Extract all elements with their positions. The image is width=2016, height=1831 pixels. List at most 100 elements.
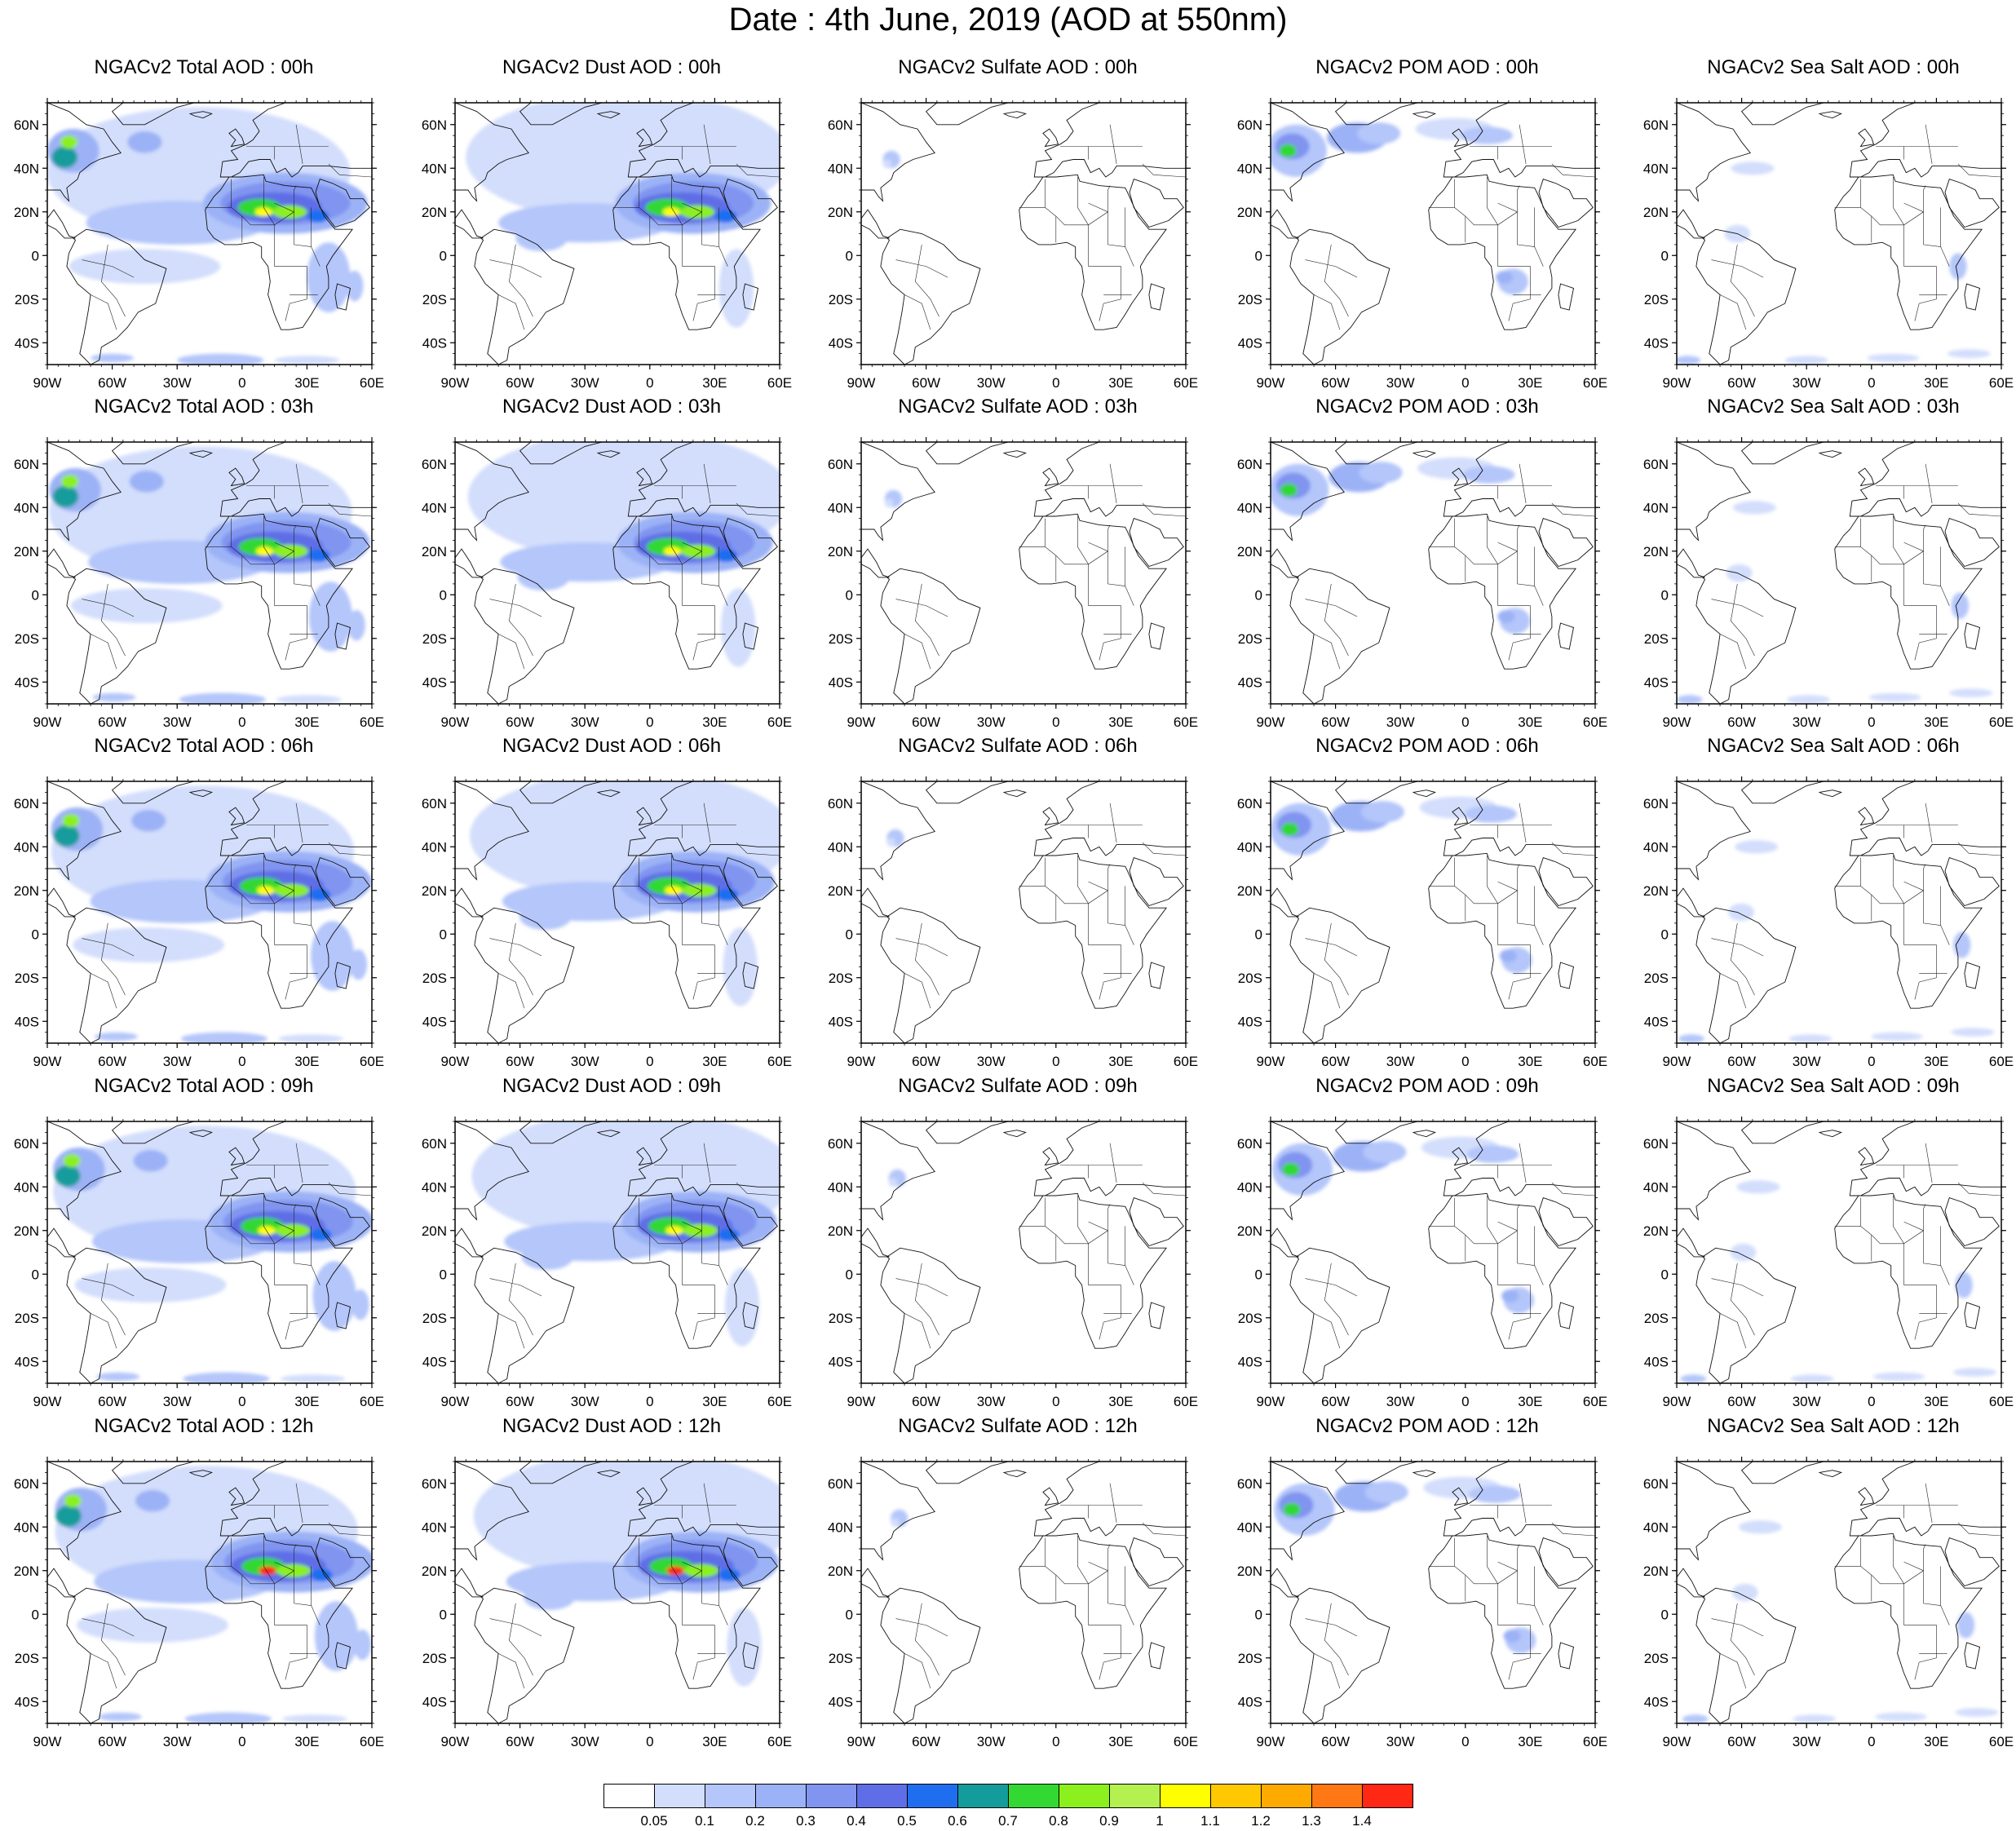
lon-tick-label: 0 [1461,1394,1469,1409]
coastline [1452,1487,1469,1506]
aod-plume [180,1032,268,1043]
aod-plume [280,1374,346,1383]
country-border [1019,1204,1111,1245]
aod-plume [1677,356,1701,365]
coastline [1818,111,1842,119]
map-panel-total-0: NGACv2 Total AOD : 00h 60N 40N 20N 0 20S 40S 90… [0,56,408,402]
colorbar-label: 1.1 [1200,1813,1220,1829]
country-border [718,546,728,606]
coastline [1271,548,1299,578]
aod-field [455,103,780,365]
aod-plume [307,210,329,223]
panel-title: NGACv2 Sulfate AOD : 06h [898,735,1138,757]
lat-tick-label: 0 [846,1267,853,1282]
lat-tick-label: 40S [15,335,39,351]
lon-tick-label: 30W [1793,714,1821,730]
coastline [1412,1470,1436,1478]
coastline [519,1121,603,1144]
lat-tick-label: 20N [1643,205,1669,220]
aod-map: 60N 40N 20N 0 20S 40S 90W 60W 30W 0 30E 60E [1237,1117,1607,1409]
lon-tick-label: 60W [506,714,534,730]
country-border [295,1143,303,1183]
lon-tick-label: 60E [360,375,384,391]
coastline [66,1247,167,1383]
coastline [627,442,780,517]
lon-tick-label: 30E [1924,375,1948,391]
coastline [1677,1121,1751,1221]
aod-plume [1677,695,1703,704]
country-border [904,634,931,670]
aod-plume [54,1165,81,1187]
aod-map: 60N 40N 20N 0 20S 40S 90W 60W 30W 0 30E 60E [1237,98,1607,391]
aod-plume [888,1178,898,1187]
colorbar-swatch [1109,1784,1161,1808]
aod-plume [521,1243,574,1270]
lon-tick-label: 30E [294,375,319,391]
coastline [1443,781,1595,856]
panel-title: NGACv2 Sea Salt AOD : 06h [1707,735,1960,757]
country-border [914,1603,939,1676]
coastline [1834,1532,1983,1689]
aod-plume [133,1149,168,1172]
lat-tick-label: 20S [1238,971,1262,986]
coastline [627,1121,780,1196]
coastline [1538,179,1594,228]
panel-title: NGACv2 POM AOD : 12h [1315,1415,1539,1437]
coastline [1740,1121,1824,1144]
coastline [636,467,653,487]
lat-tick-label: 0 [846,927,853,942]
lat-tick-label: 40S [422,1014,447,1029]
coastline [612,852,761,1009]
aod-plume [1949,688,1993,697]
coastline [519,781,603,804]
country-border [274,605,307,661]
coastline [1129,518,1184,568]
aod-field [455,442,780,704]
country-border [1940,546,1950,606]
coastline [1271,1227,1299,1258]
lon-tick-label: 90W [33,1394,62,1409]
panel-title: NGACv2 POM AOD : 03h [1315,396,1539,418]
country-border [1107,1230,1125,1266]
country-border [508,244,533,317]
aod-plume [1680,1374,1707,1383]
aod-map: 60N 40N 20N 0 20S 40S 90W 60W 30W 0 30E 60E [1237,776,1607,1069]
aod-map: 60N 40N 20N 0 20S 40S 90W 60W 30W 0 30E 60E [422,776,792,1069]
country-border [1719,973,1747,1009]
aod-plume [1497,610,1515,623]
aod-map: 60N 40N 20N 0 20S 40S 90W 60W 30W 0 30E 60E [1643,98,2014,391]
lat-tick-label: 20N [14,883,39,899]
coastline [111,1462,195,1484]
lon-tick-label: 30W [571,1054,599,1069]
country-border [1711,938,1764,957]
lon-tick-label: 60W [1321,1394,1350,1409]
country-border [682,1561,702,1572]
country-border [263,1196,275,1244]
lon-tick-label: 60E [767,1734,792,1749]
country-border [682,1285,715,1340]
country-border [1519,463,1527,503]
coastline [1334,781,1418,804]
lat-tick-label: 20S [1238,1311,1262,1326]
aod-plume [1949,253,1967,280]
country-border [100,1603,126,1676]
aod-plume [127,130,162,153]
coastline [742,962,759,989]
lat-tick-label: 60N [14,1476,39,1492]
colorbar-swatch [603,1784,655,1808]
lat-tick-label: 40S [422,1694,447,1709]
coastline [1019,852,1167,1009]
country-border [274,1625,307,1680]
country-border [1923,1570,1941,1606]
coastline [1042,1147,1059,1166]
aod-plume [353,1630,371,1661]
lat-tick-label: 40N [1643,500,1669,515]
lat-tick-label: 40N [828,500,853,515]
country-border [703,1143,711,1183]
coastline [1818,1470,1842,1478]
aod-plume [69,249,221,284]
country-border [701,211,719,247]
country-border [1497,1561,1518,1572]
lon-tick-label: 60E [360,1394,384,1409]
coastline [1271,1462,1345,1561]
